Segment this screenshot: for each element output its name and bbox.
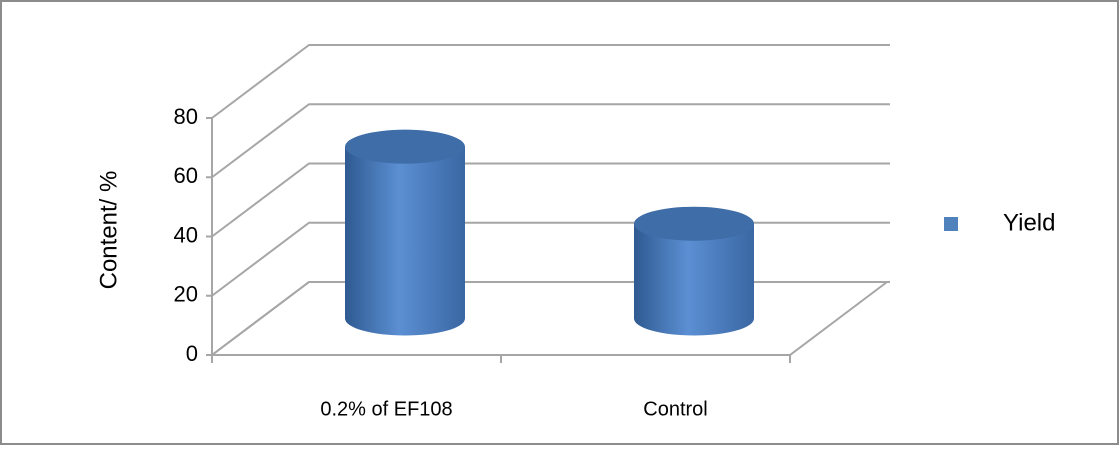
x-tick-label: Control bbox=[643, 398, 707, 420]
bar-body bbox=[345, 146, 466, 336]
legend-swatch bbox=[944, 217, 958, 231]
legend-label: Yield bbox=[1003, 209, 1055, 236]
y-tick-label: 60 bbox=[174, 163, 198, 188]
bar-body bbox=[634, 223, 754, 336]
y-tick-label: 20 bbox=[174, 282, 198, 307]
bar-top bbox=[634, 206, 754, 241]
y-tick-label: 80 bbox=[174, 104, 198, 129]
y-tick-label: 40 bbox=[174, 222, 198, 247]
grid-line bbox=[211, 103, 890, 179]
y-axis-title: Content/ % bbox=[95, 171, 122, 290]
bar-top bbox=[345, 129, 465, 164]
y-tick-label: 0 bbox=[186, 341, 198, 366]
grid-line bbox=[211, 162, 890, 238]
grid-line bbox=[211, 44, 890, 119]
x-tick-label: 0.2% of EF108 bbox=[320, 398, 452, 420]
